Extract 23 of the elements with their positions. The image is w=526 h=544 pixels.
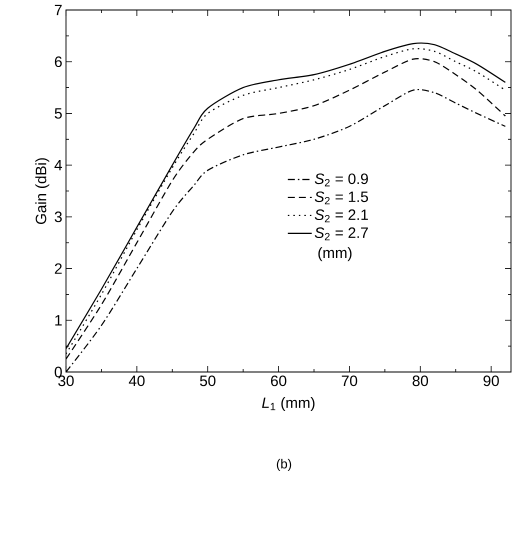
x-tick-label: 60 [271,376,286,386]
x-axis-title: L$_{1}$ (mm) [262,397,314,411]
x-tick-label: 70 [342,376,358,386]
y-tick-label: 1 [55,315,62,326]
y-axis-title: Gain (dBi) [35,158,50,224]
x-tick-label: 50 [200,376,216,386]
y-tick-label: 3 [54,212,62,222]
legend-title: (mm) [318,247,352,262]
legend-label: S$_{2}$ = 1.5 [314,191,368,204]
legend-label: S$_{2}$ = 2.1 [314,209,368,222]
text: (b) [276,458,292,472]
y-tick-label: 4 [54,160,62,170]
x-tick-label: 90 [484,376,499,386]
y-tick-label: 5 [54,108,62,119]
y-tick-label: 6 [54,56,62,68]
y-tick-label: 0 [54,366,62,378]
x-tick-label: 30 [58,376,74,386]
x-tick-label: 40 [128,376,145,386]
legend-label: S$_{2}$ = 0.9 [314,173,368,186]
y-tick-label: 7 [54,4,62,16]
y-tick-label: 2 [54,263,62,274]
x-tick-label: 80 [412,376,428,386]
legend-label: S$_{2}$ = 2.7 [314,227,368,240]
